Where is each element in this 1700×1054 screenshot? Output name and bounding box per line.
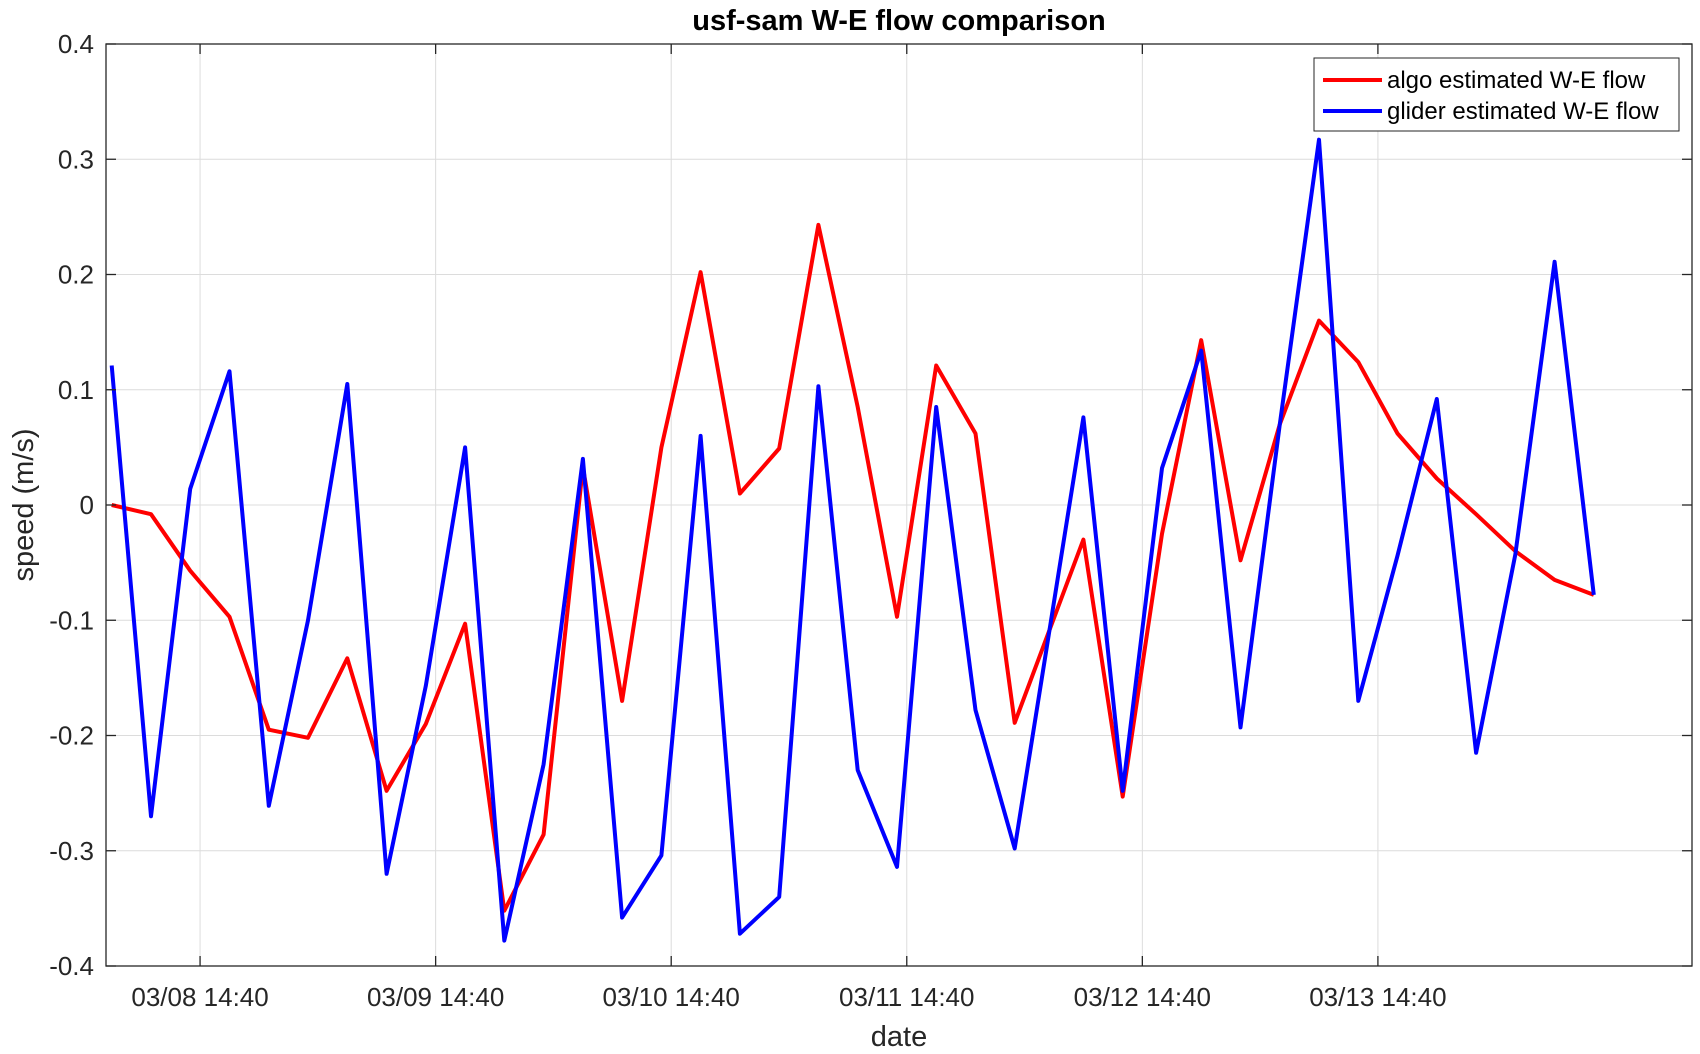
- legend-label: algo estimated W-E flow: [1387, 67, 1646, 94]
- y-tick-label: 0: [80, 490, 94, 520]
- x-tick-label: 03/13 14:40: [1309, 982, 1446, 1012]
- y-tick-label: 0.1: [58, 375, 94, 405]
- x-tick-label: 03/12 14:40: [1074, 982, 1211, 1012]
- chart-title: usf-sam W-E flow comparison: [692, 5, 1106, 37]
- y-axis-title: speed (m/s): [8, 428, 40, 581]
- series-lines: [109, 137, 1596, 943]
- y-tick-label: -0.3: [49, 836, 94, 866]
- y-tick-label: 0.3: [58, 144, 94, 174]
- grid: [106, 44, 1692, 966]
- x-tick-label: 03/08 14:40: [131, 982, 268, 1012]
- y-tick-label: 0.2: [58, 260, 94, 290]
- y-tick-label: -0.2: [49, 721, 94, 751]
- legend: algo estimated W-E flow glider estimated …: [1313, 57, 1680, 132]
- y-tick-label: -0.1: [49, 605, 94, 635]
- x-axis-title: date: [871, 1021, 927, 1053]
- axis-ticks: -0.4 -0.3 -0.2 -0.1 0 0.1 0.2 0.3 0.4 03/08 14:40…: [49, 29, 1692, 1012]
- series-line-2: [109, 137, 1596, 943]
- series-line-1: [111, 222, 1595, 913]
- legend-box: [1313, 57, 1680, 132]
- y-tick-label: -0.4: [49, 951, 94, 981]
- x-tick-label: 03/11 14:40: [839, 982, 974, 1012]
- x-tick-label: 03/10 14:40: [603, 982, 740, 1012]
- legend-label: glider estimated W-E flow: [1387, 98, 1659, 125]
- y-tick-label: 0.4: [58, 29, 94, 59]
- x-tick-label: 03/09 14:40: [367, 982, 504, 1012]
